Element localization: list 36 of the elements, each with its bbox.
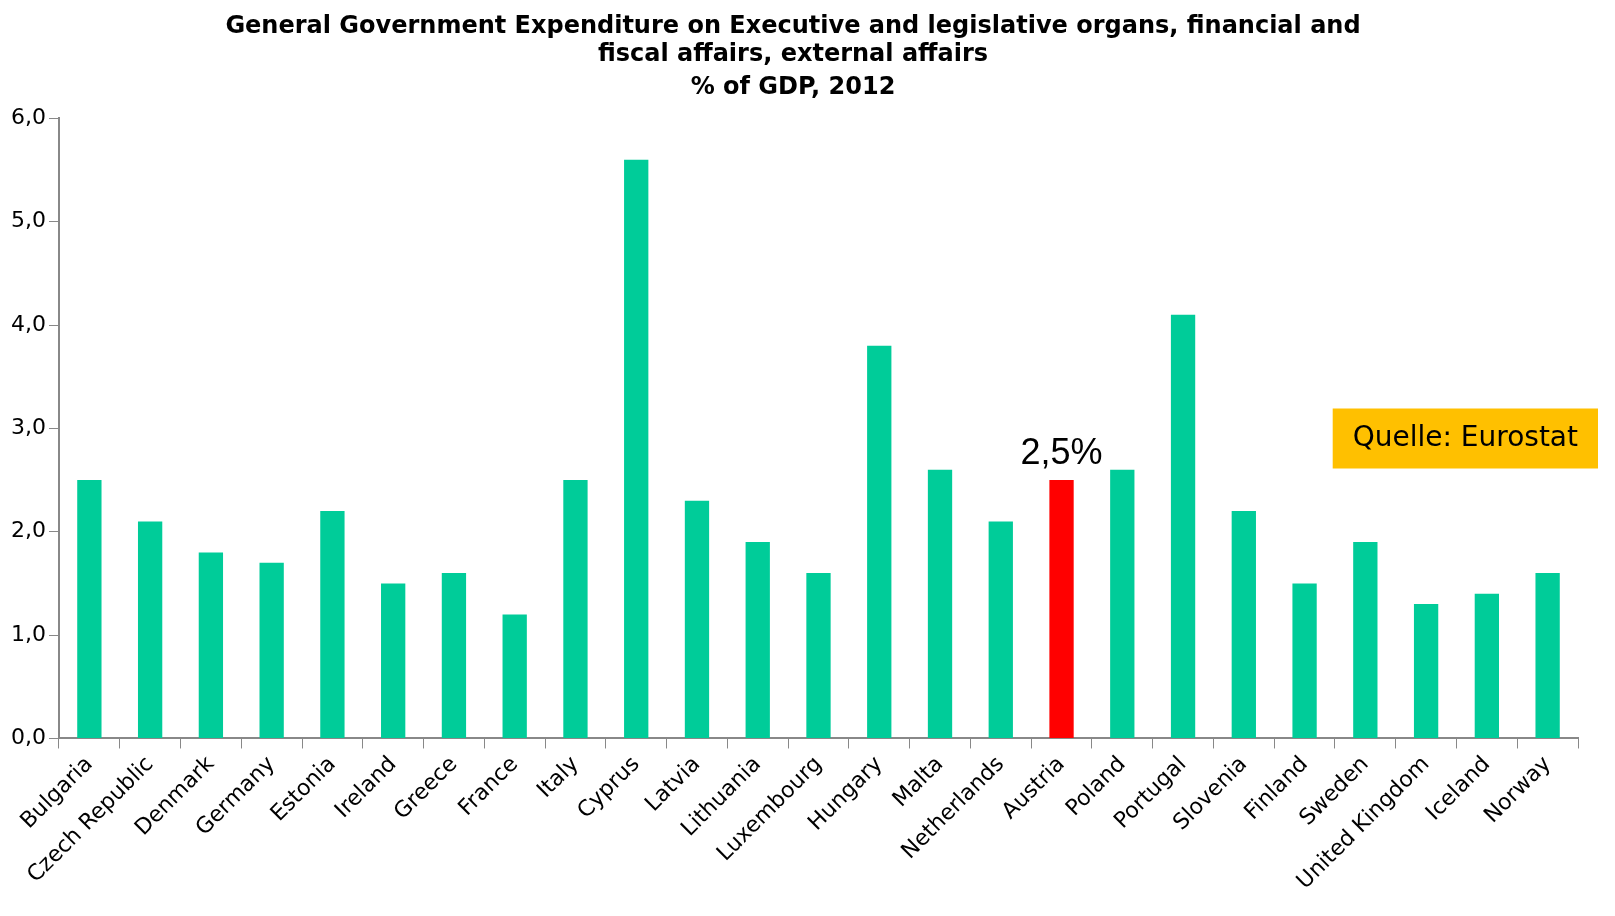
bar bbox=[988, 521, 1013, 738]
bar bbox=[1413, 604, 1439, 738]
annotation: 2,5% bbox=[1020, 431, 1103, 473]
chart-subtitle: % of GDP, 2012 bbox=[690, 72, 896, 101]
bar bbox=[198, 552, 224, 738]
bar bbox=[502, 614, 527, 738]
bar bbox=[745, 542, 770, 738]
y-tick-label: 0,0 bbox=[10, 724, 46, 750]
bar bbox=[927, 469, 953, 738]
bar bbox=[441, 573, 467, 738]
y-tick-label: 4,0 bbox=[10, 310, 46, 336]
y-tick-label: 6,0 bbox=[10, 104, 46, 130]
bar bbox=[381, 583, 406, 738]
bar bbox=[867, 345, 892, 738]
bar bbox=[1110, 469, 1135, 738]
bar bbox=[1353, 542, 1378, 738]
bar bbox=[137, 521, 163, 738]
bar bbox=[624, 159, 649, 738]
bar bbox=[320, 511, 345, 738]
bar bbox=[1170, 314, 1196, 738]
y-tick-label: 1,0 bbox=[10, 620, 46, 646]
bar bbox=[684, 500, 710, 738]
bar bbox=[77, 480, 102, 738]
bar bbox=[1474, 593, 1500, 738]
chart-title: General Government Expenditure on Executive and legislative organs, financial and fiscal affairs, external affairs bbox=[225, 10, 1361, 68]
y-tick-label: 2,0 bbox=[10, 517, 46, 543]
bar bbox=[563, 480, 588, 738]
bar bbox=[1535, 573, 1560, 738]
bar bbox=[259, 562, 284, 738]
bar bbox=[1292, 583, 1317, 738]
y-tick-label: 3,0 bbox=[10, 414, 46, 440]
y-tick-label: 5,0 bbox=[10, 207, 46, 233]
bar bbox=[1231, 511, 1256, 738]
annotation: Quelle: Eurostat bbox=[1352, 419, 1579, 453]
bar bbox=[806, 573, 831, 738]
bar bbox=[1049, 480, 1074, 738]
